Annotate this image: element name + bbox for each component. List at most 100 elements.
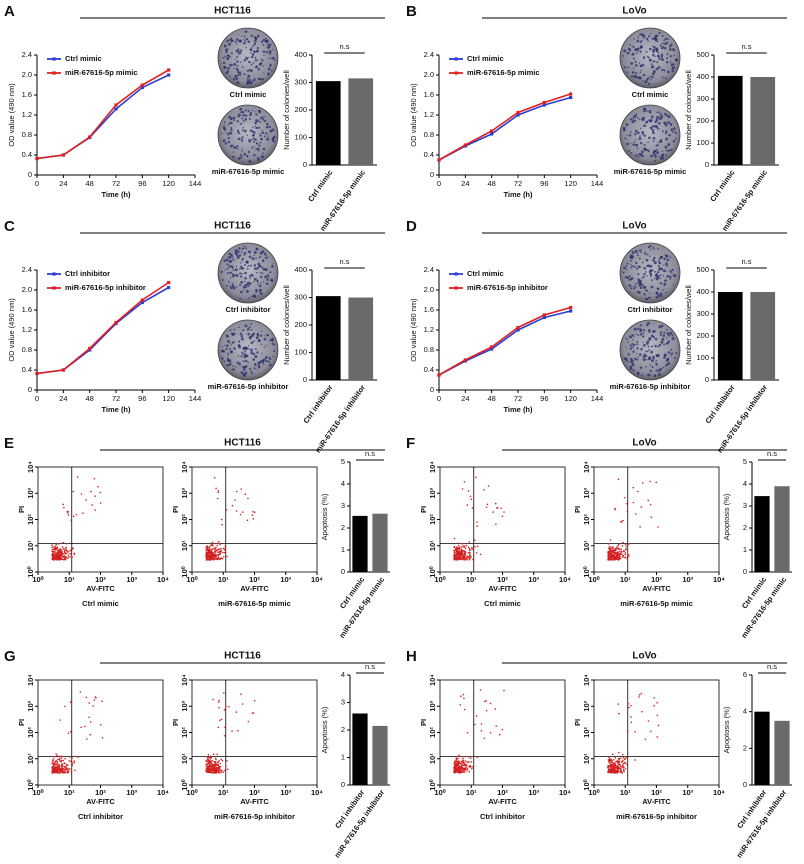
colony — [653, 36, 657, 40]
colony — [244, 350, 247, 353]
colony — [636, 343, 639, 346]
event-dot — [471, 546, 473, 549]
event-dot — [216, 768, 219, 771]
colony — [657, 271, 660, 274]
event-dot — [630, 716, 632, 718]
colony — [662, 366, 665, 369]
colony — [260, 155, 264, 159]
colony — [239, 332, 243, 336]
event-dot — [220, 547, 222, 550]
event-dot — [463, 708, 466, 711]
colony — [675, 352, 678, 355]
colony — [245, 289, 249, 293]
colony — [625, 265, 628, 267]
colony — [256, 147, 260, 151]
event-dot — [462, 556, 464, 558]
colony — [254, 36, 258, 40]
y-tick-label: 2 — [341, 523, 345, 532]
point — [114, 107, 118, 111]
y-tick-label: 10³ — [180, 487, 189, 498]
colony — [238, 51, 242, 54]
colony — [646, 289, 649, 292]
event-dot — [620, 765, 622, 768]
colony — [235, 146, 238, 148]
event-dot — [59, 771, 62, 774]
colony — [240, 61, 242, 64]
colony — [269, 271, 272, 274]
x-tick-label: 10⁰ — [588, 788, 600, 797]
event-dot — [63, 506, 65, 509]
colony — [662, 69, 664, 71]
event-dot — [454, 769, 457, 772]
event-dot — [71, 762, 74, 764]
y-tick-label: 4 — [341, 479, 345, 488]
y-tick-label: 10¹ — [428, 753, 437, 764]
colony — [625, 346, 627, 349]
bar — [750, 292, 776, 380]
colony — [256, 46, 260, 50]
panel-title: LoVo — [622, 221, 646, 232]
event-dot — [486, 503, 489, 506]
colony — [628, 360, 630, 363]
event-dot — [55, 770, 58, 773]
colony — [670, 354, 673, 357]
y-axis-label: Number of colonies/well — [684, 70, 693, 150]
colony — [659, 282, 662, 285]
event-dot — [206, 545, 208, 547]
x-axis-label: Time (h) — [503, 405, 533, 414]
colony — [226, 267, 229, 270]
colony — [240, 262, 242, 264]
x-tick-label: 10⁰ — [186, 788, 198, 797]
point — [437, 158, 441, 162]
colony — [230, 350, 233, 353]
colony — [267, 133, 269, 136]
colony — [647, 264, 651, 268]
colony — [646, 78, 649, 81]
event-dot — [463, 555, 466, 558]
colony — [626, 71, 629, 74]
event-dot — [76, 476, 79, 478]
event-dot — [453, 551, 456, 554]
event-dot — [618, 550, 621, 553]
colony — [244, 109, 247, 112]
event-dot — [624, 556, 626, 559]
colony — [254, 39, 257, 43]
event-dot — [474, 539, 476, 541]
colony — [634, 139, 637, 141]
colony — [266, 44, 269, 46]
event-dot — [640, 506, 643, 508]
event-dot — [74, 769, 76, 772]
y-axis-label: PI — [419, 719, 428, 726]
colony — [241, 136, 244, 139]
event-dot — [607, 771, 610, 774]
colony — [635, 286, 637, 288]
colony — [251, 146, 254, 149]
colony — [634, 357, 637, 361]
colony — [663, 69, 666, 72]
event-dot — [61, 555, 64, 558]
event-dot — [608, 756, 610, 759]
event-dot — [214, 556, 216, 559]
colony — [243, 38, 245, 41]
panel-label: B — [406, 3, 417, 20]
event-dot — [617, 766, 620, 768]
point — [167, 73, 171, 77]
event-dot — [460, 695, 462, 698]
colony — [639, 41, 642, 44]
y-axis-label: PI — [419, 506, 428, 513]
event-dot — [632, 486, 634, 489]
event-dot — [73, 553, 76, 556]
colony — [669, 270, 672, 273]
colony — [634, 129, 638, 133]
colony — [237, 362, 241, 366]
colony-label: miR-67616-5p mimic — [212, 167, 285, 176]
event-dot — [214, 477, 216, 479]
legend-label: Ctrl inhibitor — [65, 269, 110, 278]
colony — [670, 63, 674, 67]
colony — [635, 64, 638, 67]
colony — [631, 343, 633, 345]
colony — [639, 329, 642, 333]
colony — [254, 267, 257, 270]
event-dot — [462, 759, 464, 762]
colony — [658, 325, 662, 329]
